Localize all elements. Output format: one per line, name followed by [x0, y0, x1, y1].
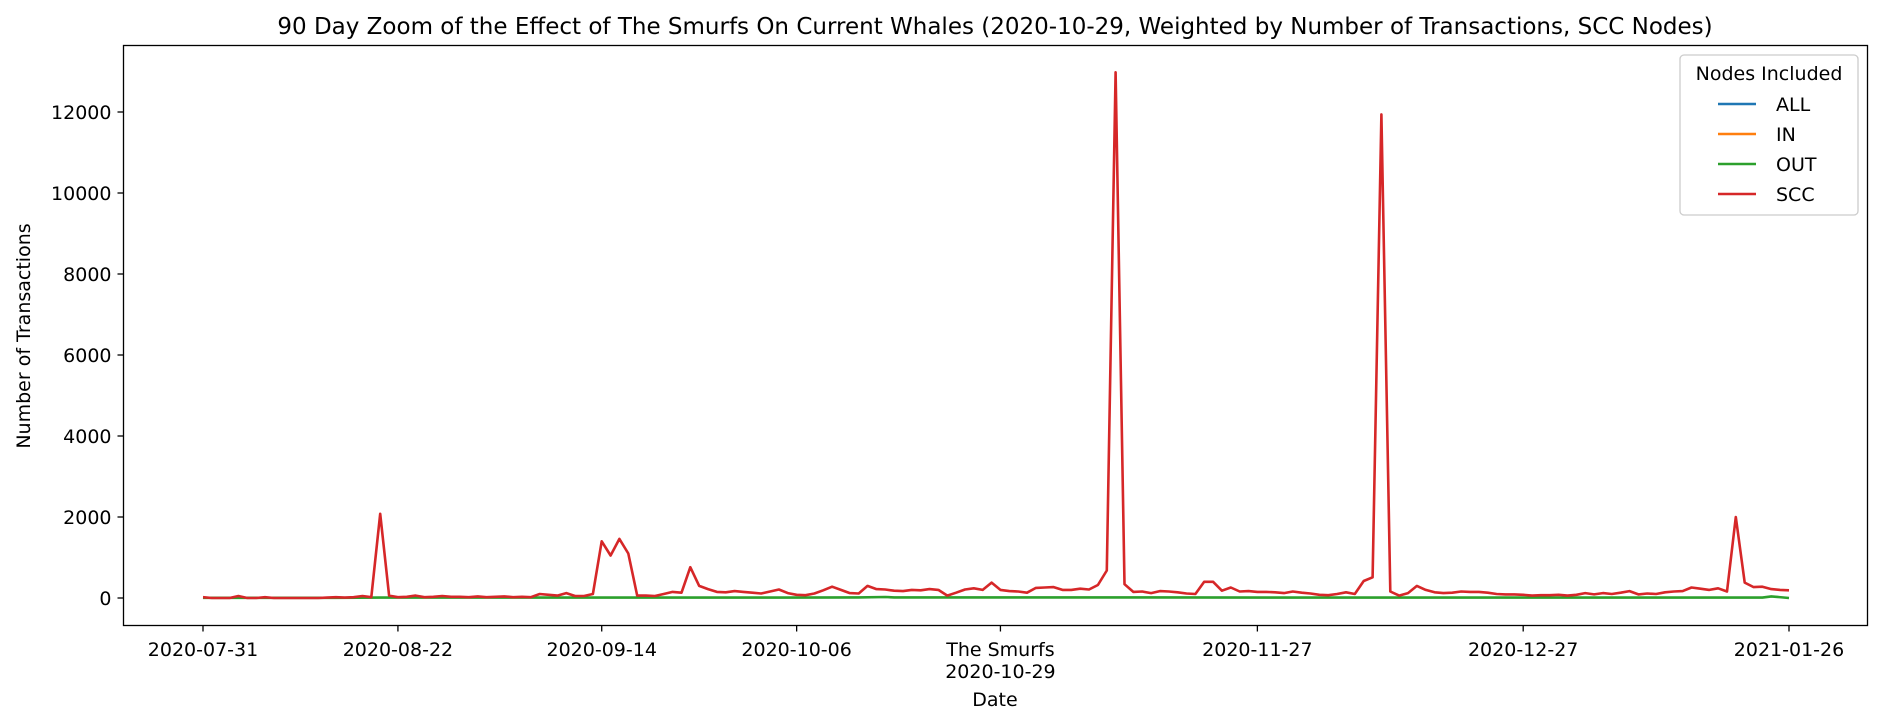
y-tick-label: 0	[99, 588, 111, 610]
y-axis: 0 2000 4000 6000 8000 10000 12000	[51, 102, 124, 610]
legend-title: Nodes Included	[1696, 63, 1843, 85]
x-tick-label: 2020-10-29	[945, 661, 1055, 683]
legend-label-scc: SCC	[1776, 184, 1815, 206]
x-tick-label: 2020-09-14	[547, 639, 657, 661]
series-lines	[202, 71, 1790, 600]
x-axis-label: Date	[972, 689, 1017, 711]
y-tick-label: 12000	[51, 102, 111, 124]
x-tick-label: 2020-08-22	[343, 639, 453, 661]
y-axis-label: Number of Transactions	[13, 223, 35, 448]
chart-title: 90 Day Zoom of the Effect of The Smurfs …	[277, 14, 1712, 40]
legend-box	[1679, 54, 1859, 216]
event-label: The Smurfs	[945, 639, 1054, 661]
legend-label-all: ALL	[1776, 94, 1811, 116]
legend-label-in: IN	[1776, 124, 1796, 146]
y-tick-label: 8000	[63, 264, 111, 286]
y-tick-label: 6000	[63, 345, 111, 367]
x-tick-label: 2020-11-27	[1202, 639, 1312, 661]
plot-area-frame	[122, 44, 1869, 627]
legend: Nodes Included ALL IN OUT SCC	[1679, 54, 1859, 216]
x-axis: 2020-07-31 2020-08-22 2020-09-14 2020-10-06…	[148, 625, 1844, 683]
x-tick-label: 2020-12-27	[1468, 639, 1578, 661]
y-tick-label: 10000	[51, 183, 111, 205]
y-tick-label: 4000	[63, 426, 111, 448]
x-tick-label: 2020-10-06	[741, 639, 851, 661]
x-tick-label: 2021-01-26	[1734, 639, 1844, 661]
legend-label-out: OUT	[1776, 154, 1817, 176]
series-line-scc	[202, 71, 1790, 600]
y-tick-label: 2000	[63, 507, 111, 529]
x-tick-label: 2020-07-31	[148, 639, 258, 661]
